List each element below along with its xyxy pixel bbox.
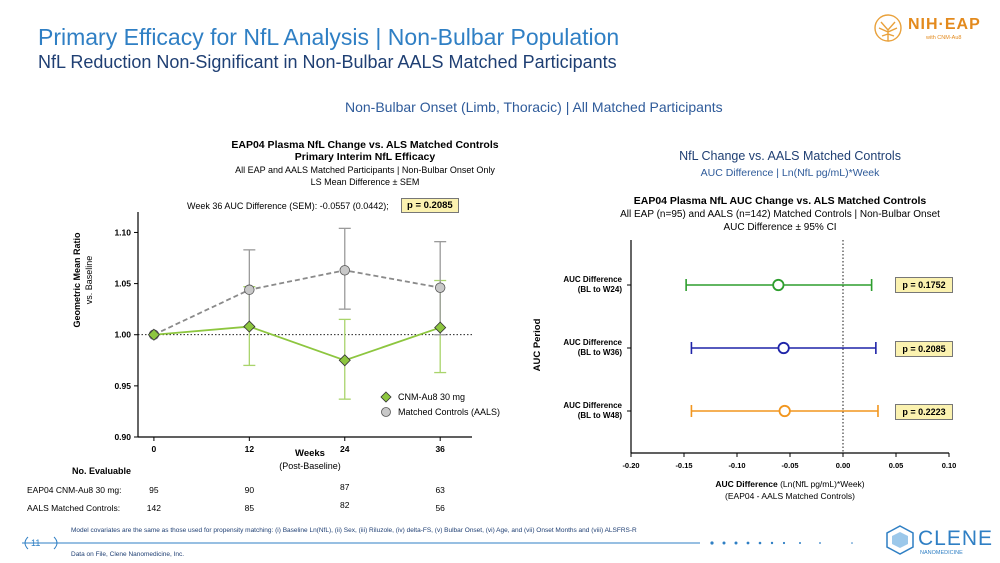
n-evaluable-cell: 95: [149, 485, 159, 495]
clene-tagline: NANOMEDICINE: [920, 550, 963, 556]
legend-marker-controls: [381, 407, 391, 417]
right-chart-title: EAP04 Plasma NfL AUC Change vs. ALS Matc…: [633, 195, 927, 207]
p-value-badge-w36: p = 0.2085: [895, 341, 953, 357]
n-evaluable-cell: 85: [245, 503, 255, 513]
left-x-axis-label-2: (Post-Baseline): [279, 461, 341, 471]
data-point-controls: [434, 282, 446, 293]
n-evaluable-cell: 142: [147, 503, 161, 513]
footnote: Model covariates are the same as those u…: [71, 527, 637, 534]
left-x-tick-label: 0: [152, 444, 157, 454]
period-label: AUC Difference: [563, 401, 622, 410]
series-line-cnm: [153, 325, 441, 362]
period-label: AUC Difference: [563, 338, 622, 347]
right-x-tick-label: 0.05: [889, 461, 904, 470]
left-x-tick-label: 12: [245, 444, 255, 454]
n-evaluable-cell: 56: [435, 503, 445, 513]
n-evaluable-heading: No. Evaluable: [72, 466, 131, 476]
left-x-axis-label: Weeks: [295, 448, 325, 459]
data-point-cnm: [243, 320, 256, 333]
right-chart-heading: NfL Change vs. AALS Matched Controls: [679, 149, 901, 163]
left-chart-subtitle: Primary Interim NfL Efficacy: [294, 151, 436, 163]
left-chart-note-1: All EAP and AALS Matched Participants | …: [235, 165, 495, 175]
left-y-tick-label: 0.95: [114, 381, 131, 391]
n-evaluable-cell: 82: [340, 500, 350, 510]
left-x-tick-label: 36: [435, 444, 445, 454]
data-point-controls: [244, 284, 255, 295]
n-row-label-controls: AALS Matched Controls:: [27, 503, 120, 513]
nih-eap-tagline: with CNM-Au8: [926, 35, 962, 41]
page-number: 11: [31, 538, 41, 548]
period-sublabel: (BL to W36): [578, 348, 623, 357]
data-point-controls: [339, 265, 350, 276]
series-line-controls: [153, 269, 441, 336]
right-x-tick-label: 0.00: [836, 461, 851, 470]
left-chart-note-2: LS Mean Difference ± SEM: [310, 177, 420, 187]
estimate-point: [772, 278, 785, 292]
right-x-tick-label: -0.10: [728, 461, 745, 470]
nih-eap-wordmark: NIH·EAP: [908, 16, 981, 33]
data-point-cnm: [338, 354, 351, 367]
legend-label-cnm: CNM-Au8 30 mg: [398, 392, 465, 402]
n-row-label-cnm: EAP04 CNM-Au8 30 mg:: [27, 485, 121, 495]
footer-divider: [22, 536, 853, 550]
n-evaluable-cell: 63: [435, 485, 445, 495]
p-value-badge-w48: p = 0.2223: [895, 404, 953, 420]
left-p-value-badge: p = 0.2085: [401, 198, 459, 213]
left-y-tick-label: 1.10: [114, 227, 131, 237]
left-chart-title: EAP04 Plasma NfL Change vs. ALS Matched …: [231, 139, 499, 151]
right-chart-note-2: AUC Difference ± 95% CI: [723, 222, 837, 233]
estimate-point: [778, 404, 791, 418]
p-value-badge-w24: p = 0.1752: [895, 277, 953, 293]
auc-difference-forest-plot: -0.20 -0.15 -0.10 -0.05 0.00 0.05 0.10 AUC Diff…: [532, 240, 957, 501]
nfl-change-line-chart: 0.90 0.95 1.00 1.05 1.10 0 12 24 36 Geometric Me…: [27, 212, 500, 513]
page-subtitle: NfL Reduction Non-Significant in Non-Bul…: [38, 52, 617, 72]
left-y-tick-label: 1.00: [114, 330, 131, 340]
left-y-axis-label-2: vs. Baseline: [84, 256, 94, 305]
right-x-tick-label: 0.10: [942, 461, 957, 470]
nih-eap-logo-icon: [874, 14, 902, 42]
data-point-cnm: [147, 328, 160, 341]
estimate-point: [777, 341, 790, 355]
right-x-tick-label: -0.15: [675, 461, 692, 470]
left-x-tick-label: 24: [340, 444, 350, 454]
legend-label-controls: Matched Controls (AALS): [398, 407, 500, 417]
right-x-tick-label: -0.20: [622, 461, 639, 470]
section-heading: Non-Bulbar Onset (Limb, Thoracic) | All …: [345, 99, 723, 115]
period-label: AUC Difference: [563, 275, 622, 284]
period-sublabel: (BL to W48): [578, 411, 623, 420]
right-x-axis-label-2: (EAP04 - AALS Matched Controls): [725, 491, 855, 501]
legend-marker-cnm: [380, 391, 392, 403]
data-source-note: Data on File, Clene Nanomedicine, Inc.: [71, 551, 185, 558]
page-title: Primary Efficacy for NfL Analysis | Non-…: [38, 24, 620, 50]
clene-wordmark: CLENE: [918, 527, 994, 550]
right-x-tick-label: -0.05: [781, 461, 798, 470]
right-x-axis-label: AUC Difference (Ln(NfL pg/mL)*Week): [715, 479, 864, 489]
n-evaluable-cell: 90: [245, 485, 255, 495]
right-chart-note-1: All EAP (n=95) and AALS (n=142) Matched …: [620, 209, 940, 220]
n-evaluable-cell: 87: [340, 482, 350, 492]
left-y-tick-label: 0.90: [114, 432, 131, 442]
right-x-axis-label-rest: (Ln(NfL pg/mL)*Week): [778, 479, 865, 489]
right-x-axis-label-bold: AUC Difference: [715, 479, 778, 489]
right-y-axis-label: AUC Period: [532, 318, 543, 371]
clene-logo-icon: [886, 525, 914, 555]
left-y-axis-label: Geometric Mean Ratio: [72, 232, 82, 328]
period-sublabel: (BL to W24): [578, 285, 623, 294]
left-y-tick-label: 1.05: [114, 279, 131, 289]
data-point-cnm: [434, 321, 447, 334]
right-chart-subheading: AUC Difference | Ln(NfL pg/mL)*Week: [700, 167, 880, 179]
week36-annotation: Week 36 AUC Difference (SEM): -0.0557 (0…: [187, 201, 389, 211]
